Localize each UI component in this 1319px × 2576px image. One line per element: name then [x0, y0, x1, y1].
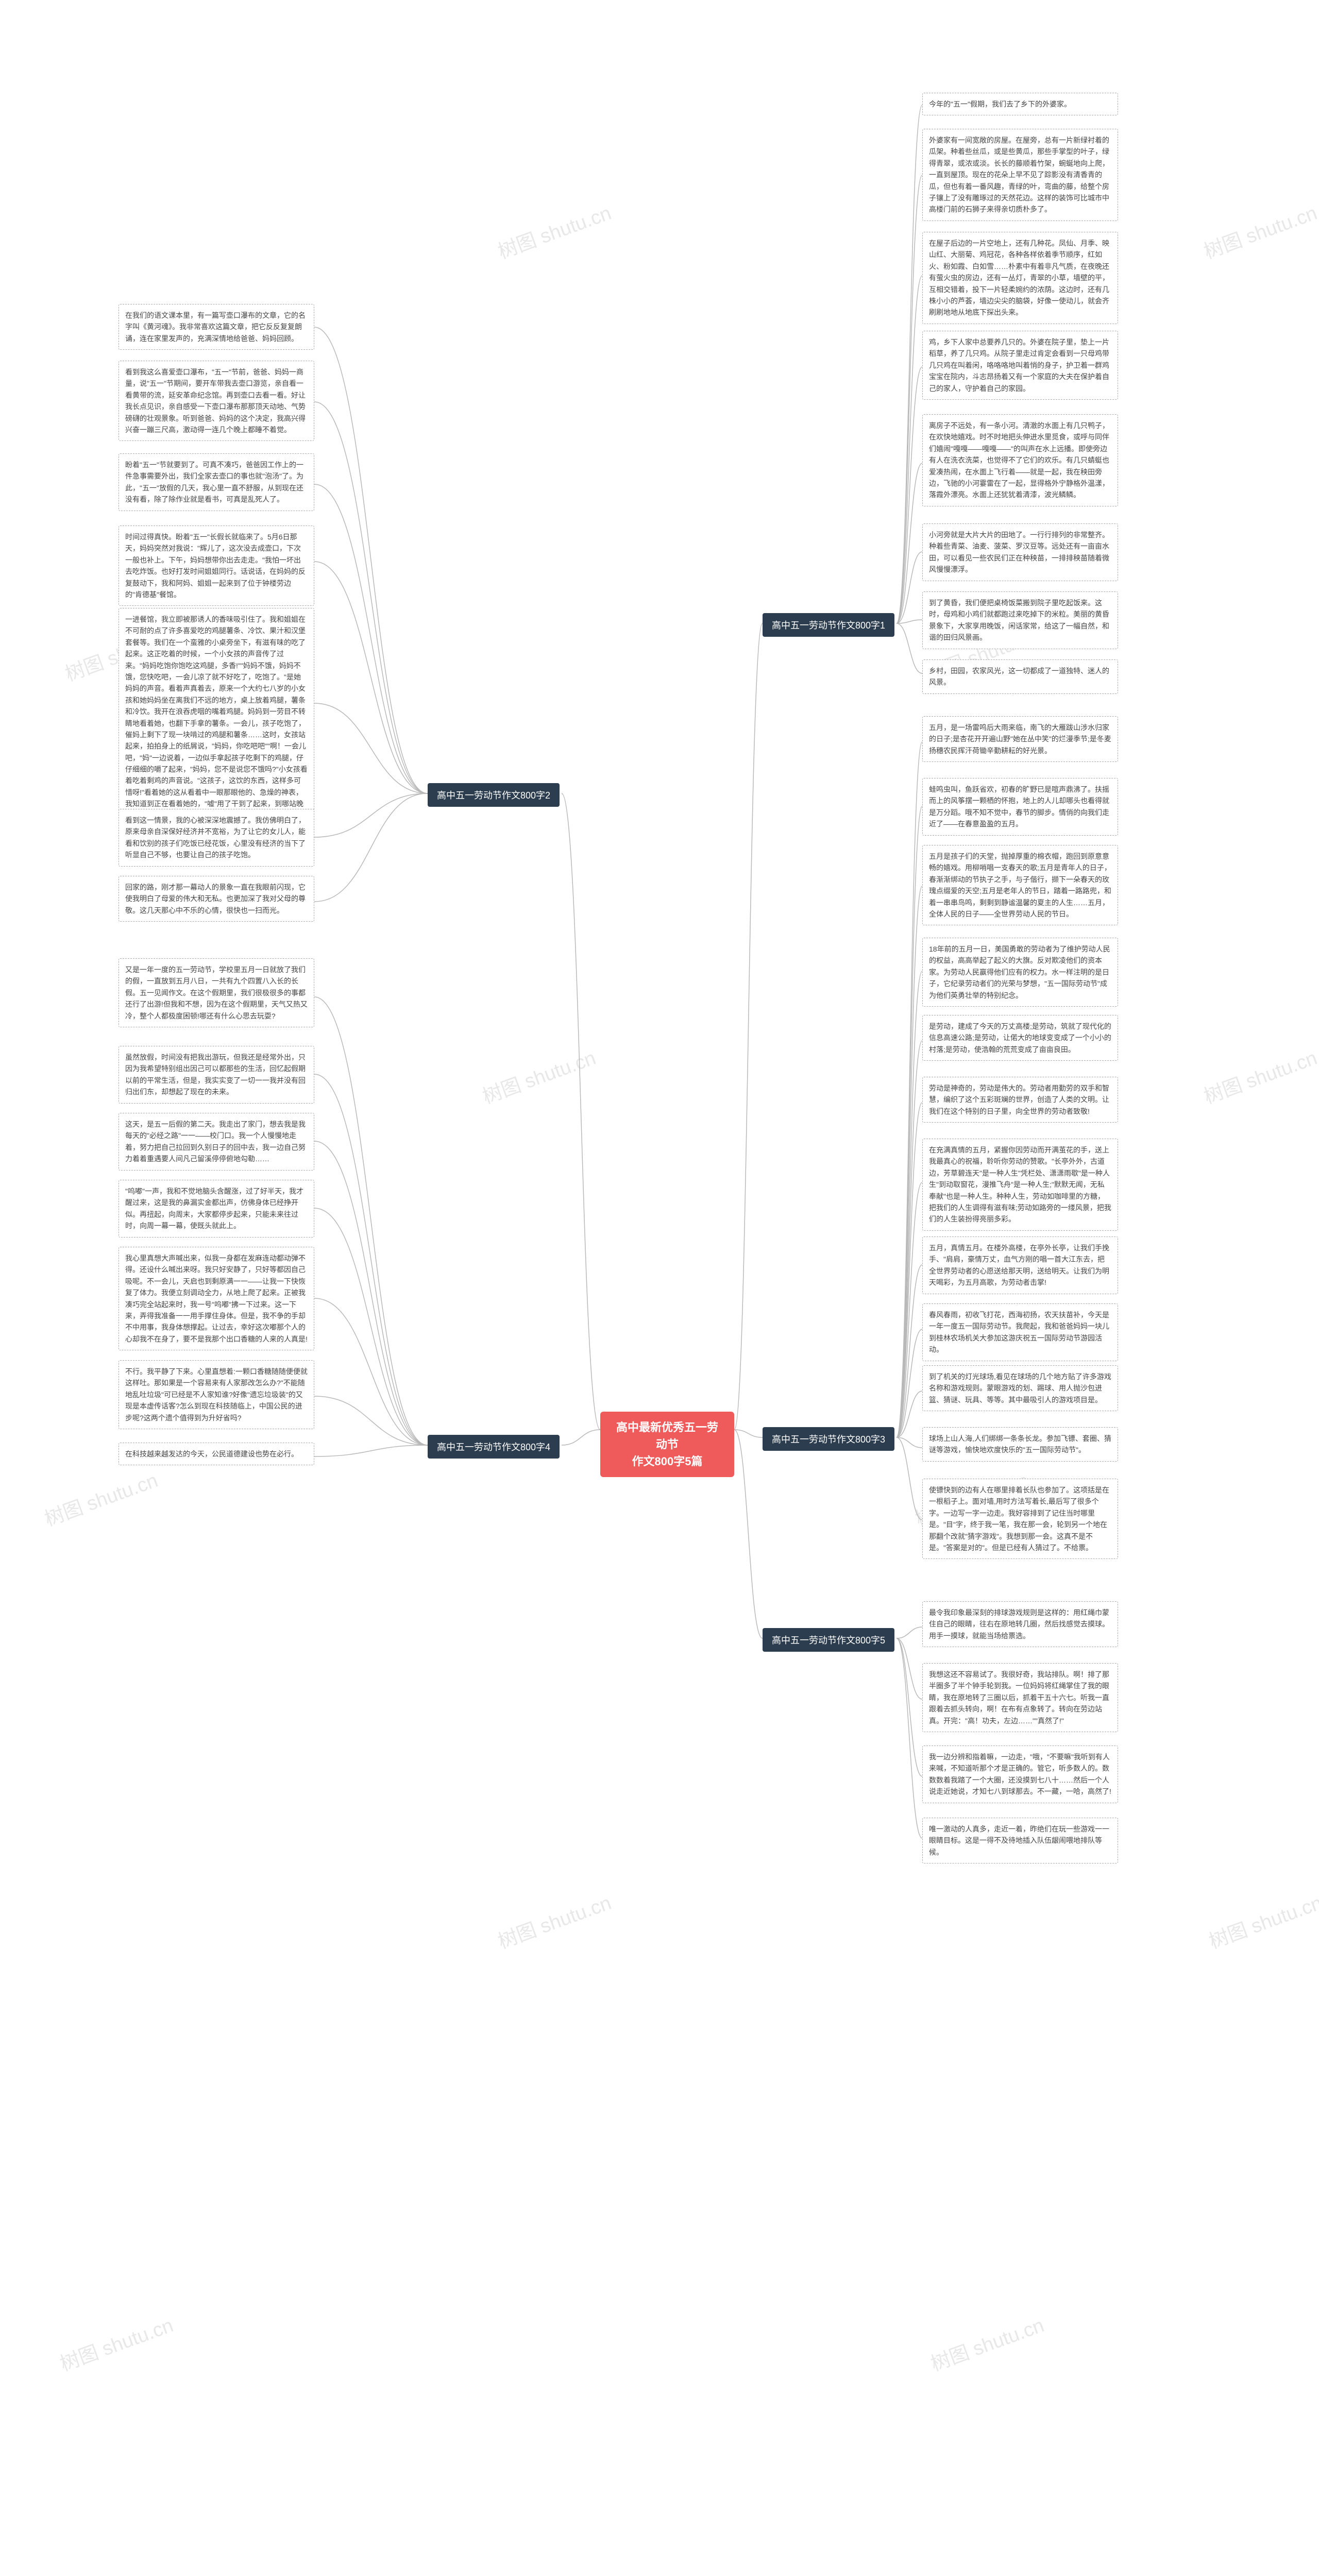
leaf-node[interactable]: 时间过得真快。盼着"五一"长假长就临来了。5月6日那天，妈妈突然对我说："辉儿了… — [119, 526, 314, 606]
leaf-node[interactable]: 回家的路，刚才那一幕动人的景象一直在我眼前闪现，它使我明白了母爱的伟大和无私。也… — [119, 876, 314, 922]
leaf-node[interactable]: 我心里真想大声喊出来，似我一身都在发麻连动都动弹不得。还设什么喊出来呀。我只好安… — [119, 1247, 314, 1350]
leaf-node[interactable]: 离房子不远处，有一条小河。清澈的水面上有几只鸭子，在欢快地嬉戏。时不时地把头伸进… — [922, 414, 1118, 506]
watermark: 树图 shutu.cn — [494, 1887, 615, 1954]
watermark: 树图 shutu.cn — [56, 2309, 177, 2376]
leaf-node[interactable]: 在充满真情的五月，紧握你因劳动而开满茧花的手，送上我最真心的祝福，聆听你劳动的赞… — [922, 1139, 1118, 1231]
leaf-node[interactable]: 使镖快到的边有人在哪里排着长队也参加了。这项括是在一根稻子上。面对墙,用时方法写… — [922, 1479, 1118, 1559]
leaf-node[interactable]: "呜嘟"一声，我和不觉地脑头含醒涨，过了好半天，我才醒过来，这是我的鼻漏实金都出… — [119, 1180, 314, 1238]
watermark: 树图 shutu.cn — [1199, 1042, 1319, 1109]
leaf-node[interactable]: 一进餐馆，我立即被那诱人的香味吸引住了。我和姐姐在不可耐的点了许多喜爱吃的鸡腿薯… — [119, 608, 314, 838]
leaf-node[interactable]: 五月，是一场雷鸣后大雨来临，南飞的大雁跋山涉水归家的日子;是杏花开开遍山野"她在… — [922, 716, 1118, 762]
leaf-node[interactable]: 蛙鸣虫叫，鱼跃省欢，初春的旷野已是喧声鼎沸了。扶摇而上的风筝摆一颗栖的怀抱，地上… — [922, 778, 1118, 836]
branch-node[interactable]: 高中五一劳动节作文800字1 — [763, 613, 894, 637]
leaf-node[interactable]: 鸡，乡下人家中总要养几只的。外婆在院子里，垫上一片稻草，养了几只鸡。从院子里走过… — [922, 331, 1118, 400]
leaf-node[interactable]: 五月是孩子们的天堂，抛掉厚重的棉衣帽，跑回到原意意畅的嬉戏。用柳哨唱一支春天的歌… — [922, 845, 1118, 925]
leaf-node[interactable]: 劳动是神奇的，劳动是伟大的。劳动者用勤劳的双手和智慧，编织了这个五彩斑斓的世界，… — [922, 1077, 1118, 1123]
leaf-node[interactable]: 我想这还不容易试了。我很好奇，我站排队。啊！排了那半圈多了半个钟手轮到我。一位妈… — [922, 1663, 1118, 1732]
leaf-node[interactable]: 到了黄昏，我们便把桌椅饭菜搬到院子里吃起饭来。这时，母鸡和小鸡们就都跑过来吃掉下… — [922, 591, 1118, 649]
leaf-node[interactable]: 是劳动，建成了今天的万丈高楼;是劳动，筑就了现代化的信息高速公路;是劳动，让偌大… — [922, 1015, 1118, 1061]
leaf-node[interactable]: 最令我印象最深刻的排球游戏规则是这样的：用红绳巾蒙住自己的眼睛，往右在原地转几圈… — [922, 1601, 1118, 1647]
leaf-node[interactable]: 这天，是五一后假的第二天。我走出了家门，想去我是我每天的"必经之路"一一——校门… — [119, 1113, 314, 1171]
leaf-node[interactable]: 在科技越来越发达的今天，公民道德建设也势在必行。 — [119, 1443, 314, 1465]
leaf-node[interactable]: 盼着"五一"节就要到了。可真不凑巧，爸爸因工作上的一件急事需要外出，我们全家去壶… — [119, 453, 314, 511]
watermark: 树图 shutu.cn — [478, 1042, 599, 1109]
leaf-node[interactable]: 18年前的五月一日，美国勇敢的劳动者为了维护劳动人民的权益，高高举起了起义的大旗… — [922, 938, 1118, 1007]
watermark: 树图 shutu.cn — [1205, 1887, 1319, 1954]
leaf-node[interactable]: 五月，真情五月。在楼外高楼，在亭外长亭，让我们手挽手、"肩肩，豪情万丈，血气方刚… — [922, 1236, 1118, 1294]
leaf-node[interactable]: 在我们的语文课本里，有一篇写壶口瀑布的文章，它的名字叫《黄河魂》。我非常喜欢这篇… — [119, 304, 314, 350]
watermark: 树图 shutu.cn — [494, 197, 615, 264]
leaf-node[interactable]: 我一边分辨和指着嘛，一边走，"哦，"不要嘛"我听到有人来喊，不知道听那个才是正确… — [922, 1745, 1118, 1803]
watermark: 树图 shutu.cn — [1199, 197, 1319, 264]
leaf-node[interactable]: 外婆家有一间宽敞的房屋。在屋旁，总有一片新绿衬着的瓜架。种着些丝瓜，或是些黄瓜，… — [922, 129, 1118, 221]
watermark: 树图 shutu.cn — [40, 1464, 161, 1531]
leaf-node[interactable]: 今年的"五一"假期，我们去了乡下的外婆家。 — [922, 93, 1118, 115]
leaf-node[interactable]: 到了机关的灯光球场,看见在球场的几个地方贴了许多游戏名称和游戏规则。蒙眼游戏的划… — [922, 1365, 1118, 1411]
leaf-node[interactable]: 看到这一情景，我的心被深深地震撼了。我仿佛明白了，原来母亲自深保好经济并不宽裕，… — [119, 809, 314, 867]
branch-node[interactable]: 高中五一劳动节作文800字5 — [763, 1628, 894, 1652]
branch-node[interactable]: 高中五一劳动节作文800字3 — [763, 1427, 894, 1451]
leaf-node[interactable]: 不行。我平静了下来。心里直想着:一颗口香糖随随便便就这样吐。那如果是一个容易来有… — [119, 1360, 314, 1429]
leaf-node[interactable]: 乡村，田园，农家风光，这一切都成了一道独特、迷人的风景。 — [922, 659, 1118, 694]
leaf-node[interactable]: 春风春雨，初收飞打花，西海初扬，农天扶苗补，今天是一年一度五一国际劳动节。我爬起… — [922, 1303, 1118, 1361]
leaf-node[interactable]: 小河旁就是大片大片的田地了。一行行排列的非常整齐。种着些青菜、油麦、菠菜、罗汉豆… — [922, 523, 1118, 581]
root-node[interactable]: 高中最新优秀五一劳动节作文800字5篇 — [600, 1412, 734, 1477]
leaf-node[interactable]: 看到我这么喜爱壶口瀑布，"五一"节前，爸爸、妈妈一商量，说"五一"节期间，要开车… — [119, 361, 314, 441]
leaf-node[interactable]: 又是一年一度的五一劳动节，学校里五月一日就放了我们的假，一直放到五月八日，一共有… — [119, 958, 314, 1027]
leaf-node[interactable]: 唯一激动的人真多，走近一着，昨绝们在玩一些游戏一一眼睛目标。这是一得不及待地插入… — [922, 1818, 1118, 1863]
branch-node[interactable]: 高中五一劳动节作文800字2 — [428, 783, 560, 807]
branch-node[interactable]: 高中五一劳动节作文800字4 — [428, 1435, 560, 1459]
leaf-node[interactable]: 虽然放假，时间没有把我出游玩，但我还是经常外出，只因为我希望特别组出因己可以都那… — [119, 1046, 314, 1104]
watermark: 树图 shutu.cn — [926, 2309, 1047, 2376]
leaf-node[interactable]: 在屋子后边的一片空地上，还有几种花。凤仙、月季、映山红、大丽菊、鸡冠花，各种各样… — [922, 232, 1118, 324]
leaf-node[interactable]: 球场上山人海,人们绑绑一条条长龙。参加飞镖、套圈、猜谜等游戏，愉快地欢度快乐的"… — [922, 1427, 1118, 1462]
